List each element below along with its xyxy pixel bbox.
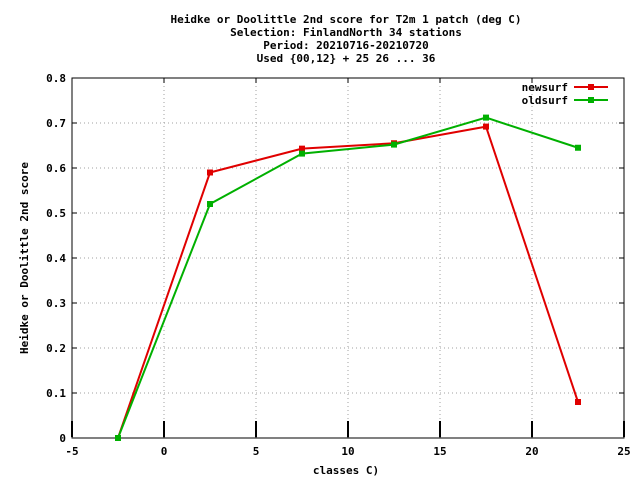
title-line-2: Selection: FinlandNorth 34 stations	[230, 26, 462, 39]
x-tick-label: 10	[341, 445, 354, 458]
zero-line-markers	[71, 421, 625, 437]
y-axis-label: Heidke or Doolittle 2nd score	[18, 162, 31, 354]
y-tick-label: 0.3	[46, 297, 66, 310]
y-tick-label: 0.8	[46, 72, 66, 85]
x-tick-labels: -5 0 5 10 15 20 25	[65, 445, 630, 458]
legend-label-oldsurf: oldsurf	[522, 94, 568, 107]
x-tick-label: -5	[65, 445, 78, 458]
y-tick-label: 0.6	[46, 162, 66, 175]
data-point-newsurf	[483, 123, 489, 130]
y-tick-label: 0.1	[46, 387, 66, 400]
x-tick-label: 25	[617, 445, 630, 458]
title-line-1: Heidke or Doolittle 2nd score for T2m 1 …	[171, 13, 522, 26]
y-tick-label: 0.4	[46, 252, 66, 265]
legend-marker-newsurf	[588, 84, 594, 90]
x-tick-label: 0	[161, 445, 168, 458]
x-tick-label: 15	[433, 445, 446, 458]
grid	[72, 78, 624, 438]
x-axis-label: classes C)	[313, 464, 379, 477]
data-point-oldsurf	[483, 114, 489, 121]
data-point-oldsurf	[391, 141, 397, 148]
data-point-oldsurf	[207, 201, 213, 207]
legend-label-newsurf: newsurf	[522, 81, 568, 94]
legend-marker-oldsurf	[588, 97, 594, 103]
y-tick-labels: 0 0.1 0.2 0.3 0.4 0.5 0.6 0.7 0.8	[46, 72, 66, 445]
series-group	[115, 114, 581, 441]
x-tick-label: 5	[253, 445, 260, 458]
y-tick-label: 0.5	[46, 207, 66, 220]
series-line-oldsurf	[117, 116, 579, 439]
y-tick-label: 0.7	[46, 117, 66, 130]
data-point-newsurf	[575, 399, 581, 405]
x-tick-label: 20	[525, 445, 538, 458]
title-line-4: Used {00,12} + 25 26 ... 36	[257, 52, 436, 65]
data-point-newsurf	[299, 145, 305, 152]
data-point-oldsurf	[115, 435, 121, 441]
data-point-oldsurf	[575, 144, 581, 151]
data-point-oldsurf	[299, 150, 305, 157]
data-point-newsurf	[207, 169, 213, 176]
y-tick-label: 0.2	[46, 342, 66, 355]
series-line-newsurf	[117, 125, 579, 439]
legend: newsurf oldsurf	[522, 81, 608, 107]
y-tick-label: 0	[59, 432, 66, 445]
chart-title: Heidke or Doolittle 2nd score for T2m 1 …	[171, 13, 522, 65]
title-line-3: Period: 20210716-20210720	[263, 39, 429, 52]
